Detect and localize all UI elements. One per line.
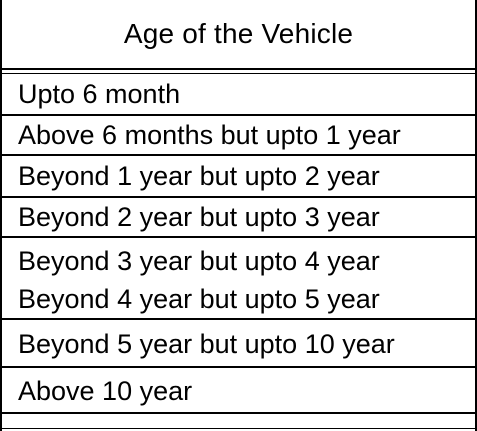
table-row: Above 10 year — [2, 370, 475, 414]
table-bottom-rule — [2, 428, 475, 429]
table-header: Age of the Vehicle — [2, 0, 475, 70]
table-row: Beyond 1 year but upto 2 year — [2, 156, 475, 198]
table-row: Beyond 3 year but upto 4 year — [18, 245, 380, 276]
table-row: Above 6 months but upto 1 year — [2, 116, 475, 156]
table-row: Beyond 2 year but upto 3 year — [2, 198, 475, 238]
table-divider — [2, 73, 475, 74]
table-row: Beyond 5 year but upto 10 year — [2, 322, 475, 368]
table-row: Upto 6 month — [2, 74, 475, 116]
table-row: Beyond 4 year but upto 5 year — [2, 280, 475, 320]
